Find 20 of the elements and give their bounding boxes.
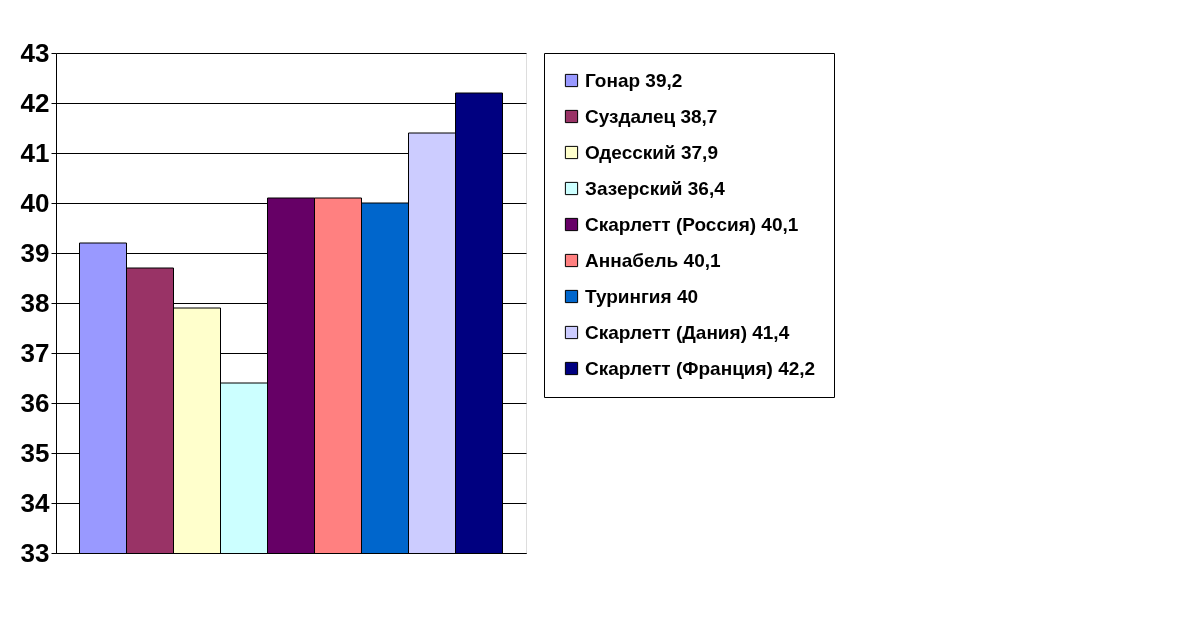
y-tick-label: 40 xyxy=(20,187,50,218)
y-tick-label: 38 xyxy=(20,287,50,318)
legend-label: Аннабель 40,1 xyxy=(585,249,721,271)
y-tick-label: 42 xyxy=(20,87,50,118)
y-tick-label: 35 xyxy=(20,437,50,468)
y-tick-label: 36 xyxy=(20,387,50,418)
legend-label: Зазерский 36,4 xyxy=(585,177,726,199)
y-tick-label: 41 xyxy=(20,137,50,168)
y-tick-label: 37 xyxy=(20,337,50,368)
legend-label: Одесский 37,9 xyxy=(585,141,718,163)
y-tick-label: 33 xyxy=(20,537,50,568)
legend-label: Скарлетт (Дания) 41,4 xyxy=(585,321,790,343)
legend-label: Скарлетт (Россия) 40,1 xyxy=(585,213,799,235)
legend-label: Скарлетт (Франция) 42,2 xyxy=(585,357,816,379)
legend-label: Суздалец 38,7 xyxy=(585,105,718,127)
y-tick-label: 39 xyxy=(20,237,50,268)
y-tick-label: 34 xyxy=(20,487,51,518)
legend-label: Гонар 39,2 xyxy=(585,69,683,91)
y-tick-label: 43 xyxy=(20,37,50,68)
legend-label: Турингия 40 xyxy=(585,285,699,307)
